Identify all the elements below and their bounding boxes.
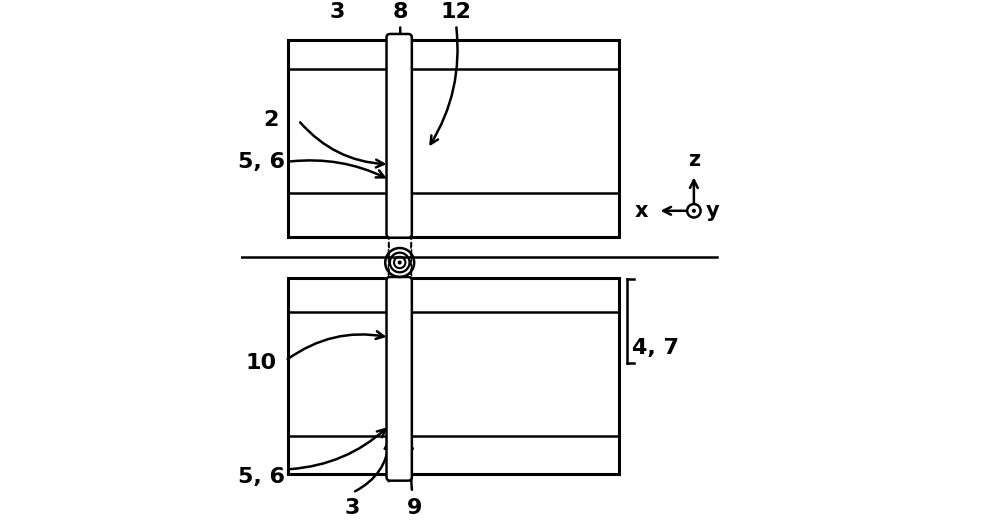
Text: 12: 12 xyxy=(441,2,471,22)
Text: z: z xyxy=(688,150,700,170)
Text: 3: 3 xyxy=(329,2,345,22)
Circle shape xyxy=(398,260,402,265)
Text: 4, 7: 4, 7 xyxy=(632,338,679,358)
Text: 8: 8 xyxy=(392,2,408,22)
Text: 10: 10 xyxy=(246,353,277,374)
Circle shape xyxy=(687,204,701,217)
Text: 5, 6: 5, 6 xyxy=(238,467,285,487)
Text: 2: 2 xyxy=(263,110,279,130)
Text: x: x xyxy=(635,201,648,221)
FancyBboxPatch shape xyxy=(387,277,412,481)
Text: 3: 3 xyxy=(345,498,360,518)
Text: 9: 9 xyxy=(407,498,422,518)
Text: y: y xyxy=(705,201,719,221)
Circle shape xyxy=(692,209,696,213)
FancyBboxPatch shape xyxy=(387,34,412,238)
Text: 5, 6: 5, 6 xyxy=(238,152,285,172)
